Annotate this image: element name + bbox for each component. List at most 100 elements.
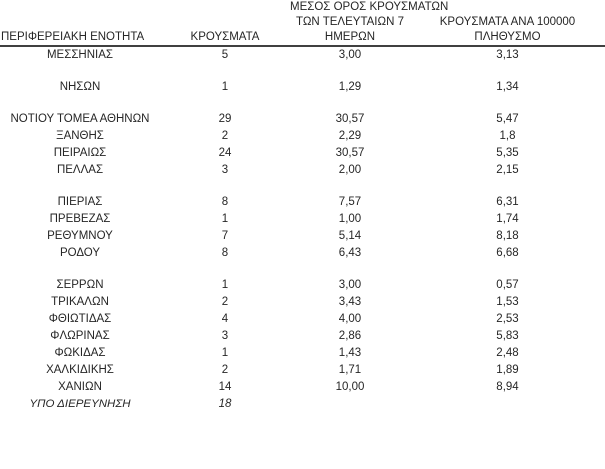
avg7-cell: 1,00 <box>338 213 362 225</box>
cases-cell: 2 <box>221 296 229 308</box>
region-cell: ΞΑΝΘΗΣ <box>56 130 104 142</box>
table-row: ΣΕΡΡΩΝ 1 3,00 0,57 <box>0 277 605 294</box>
region-cell: ΝΗΣΩΝ <box>59 81 101 93</box>
cases-cell: 14 <box>218 381 232 393</box>
header-avg-7-days: ΜΕΣΟΣ ΟΡΟΣ ΚΡΟΥΣΜΑΤΩΝ ΤΩΝ ΤΕΛΕΥΤΑΙΩΝ 7 Η… <box>290 0 448 47</box>
cases-cell: 3 <box>221 330 229 342</box>
table-row: ΡΕΘΥΜΝΟΥ 7 5,14 8,18 <box>0 228 605 245</box>
per100k-cell: 3,13 <box>496 49 519 61</box>
avg7-cell: 30,57 <box>335 113 365 125</box>
cases-cell: 4 <box>221 313 229 325</box>
per100k-cell: 5,47 <box>496 113 519 125</box>
table-row: ΡΟΔΟΥ 8 6,43 6,68 <box>0 245 605 262</box>
region-cell: ΦΛΩΡΙΝΑΣ <box>50 330 110 342</box>
table-row: ΠΙΕΡΙΑΣ 8 7,57 6,31 <box>0 194 605 211</box>
per100k-cell: 1,74 <box>496 213 519 225</box>
cases-cell: 1 <box>221 81 229 93</box>
cases-cell: 2 <box>221 130 229 142</box>
cases-cell: 8 <box>221 247 229 259</box>
avg7-cell: 2,00 <box>338 164 362 176</box>
avg7-cell <box>290 396 410 413</box>
blank-row <box>0 96 605 111</box>
per100k-cell: 1,53 <box>496 296 519 308</box>
cases-cell: 2 <box>221 364 229 376</box>
table-row: ΦΩΚΙΔΑΣ 1 1,43 2,48 <box>0 345 605 362</box>
table-row: ΜΕΣΣΗΝΙΑΣ 5 3,00 3,13 <box>0 46 605 64</box>
region-cell: ΤΡΙΚΑΛΩΝ <box>51 296 109 308</box>
blank-row <box>0 64 605 79</box>
table-row: ΠΡΕΒΕΖΑΣ 1 1,00 1,74 <box>0 211 605 228</box>
per100k-cell: 0,57 <box>496 279 519 291</box>
per100k-cell <box>410 396 605 413</box>
table-row: ΞΑΝΘΗΣ 2 2,29 1,8 <box>0 128 605 145</box>
per100k-cell: 8,18 <box>496 230 519 242</box>
avg7-cell: 4,00 <box>338 313 362 325</box>
per100k-cell: 6,31 <box>496 196 519 208</box>
table-row: ΠΕΛΛΑΣ 3 2,00 2,15 <box>0 162 605 179</box>
avg7-cell: 5,14 <box>338 230 362 242</box>
blank-row <box>0 179 605 194</box>
table-row: ΦΘΙΩΤΙΔΑΣ 4 4,00 2,53 <box>0 311 605 328</box>
region-cell: ΦΩΚΙΔΑΣ <box>54 347 106 359</box>
table-header: ΠΕΡΙΦΕΡΕΙΑΚΗ ΕΝΟΤΗΤΑ ΚΡΟΥΣΜΑΤΑ ΜΕΣΟΣ ΟΡΟ… <box>0 0 605 47</box>
cases-cell: 1 <box>221 279 229 291</box>
table-body: ΜΕΣΣΗΝΙΑΣ 5 3,00 3,13 ΝΗΣΩΝ 1 1,29 1,34 … <box>0 46 605 413</box>
region-cell: ΦΘΙΩΤΙΔΑΣ <box>48 313 112 325</box>
per100k-cell: 6,68 <box>496 247 519 259</box>
blank-row <box>0 262 605 277</box>
region-cell: ΠΡΕΒΕΖΑΣ <box>49 213 111 225</box>
avg7-cell: 10,00 <box>335 381 365 393</box>
avg7-cell: 3,00 <box>338 279 362 291</box>
cases-cell: 3 <box>221 164 229 176</box>
per100k-cell: 2,15 <box>496 164 519 176</box>
cases-cell: 5 <box>221 49 229 61</box>
avg7-cell: 30,57 <box>335 147 365 159</box>
table-row: ΧΑΛΚΙΔΙΚΗΣ 2 1,71 1,89 <box>0 362 605 379</box>
avg7-cell: 6,43 <box>338 247 362 259</box>
region-cell: ΝΟΤΙΟΥ ΤΟΜΕΑ ΑΘΗΝΩΝ <box>10 113 150 125</box>
avg7-cell: 2,29 <box>338 130 362 142</box>
cases-cell: 1 <box>221 213 229 225</box>
region-cell: ΧΑΝΙΩΝ <box>58 381 102 393</box>
region-cell: ΡΕΘΥΜΝΟΥ <box>47 230 113 242</box>
table-row: ΠΕΙΡΑΙΩΣ 24 30,57 5,35 <box>0 145 605 162</box>
avg7-cell: 3,00 <box>338 49 362 61</box>
avg7-cell: 1,29 <box>338 81 362 93</box>
cases-cell: 8 <box>221 196 229 208</box>
per100k-cell: 1,8 <box>499 130 516 142</box>
header-regional-unit: ΠΕΡΙΦΕΡΕΙΑΚΗ ΕΝΟΤΗΤΑ <box>0 0 160 47</box>
avg7-cell: 1,43 <box>338 347 362 359</box>
region-cell: ΥΠΟ ΔΙΕΡΕΥΝΗΣΗ <box>29 398 131 410</box>
cases-cell: 7 <box>221 230 229 242</box>
per100k-cell: 1,34 <box>496 81 519 93</box>
header-cases: ΚΡΟΥΣΜΑΤΑ <box>160 0 290 47</box>
region-cell: ΡΟΔΟΥ <box>59 247 101 259</box>
avg7-cell: 1,71 <box>338 364 362 376</box>
region-cell: ΣΕΡΡΩΝ <box>56 279 104 291</box>
cases-cell: 29 <box>218 113 232 125</box>
avg7-cell: 2,86 <box>338 330 362 342</box>
table-row-under-investigation: ΥΠΟ ΔΙΕΡΕΥΝΗΣΗ 18 <box>0 396 605 413</box>
per100k-cell: 2,53 <box>496 313 519 325</box>
per100k-cell: 2,48 <box>496 347 519 359</box>
per100k-cell: 1,89 <box>496 364 519 376</box>
table-row: ΦΛΩΡΙΝΑΣ 3 2,86 5,83 <box>0 328 605 345</box>
header-cases-per-100000: ΚΡΟΥΣΜΑΤΑ ΑΝΑ 100000 ΠΛΗΘΥΣΜΟ <box>410 0 605 47</box>
cases-cell: 1 <box>221 347 229 359</box>
cases-cell: 18 <box>218 398 232 410</box>
region-cell: ΠΕΙΡΑΙΩΣ <box>53 147 107 159</box>
table-row: ΤΡΙΚΑΛΩΝ 2 3,43 1,53 <box>0 294 605 311</box>
table-row: ΧΑΝΙΩΝ 14 10,00 8,94 <box>0 379 605 396</box>
table-row: ΝΟΤΙΟΥ ΤΟΜΕΑ ΑΘΗΝΩΝ 29 30,57 5,47 <box>0 111 605 128</box>
avg7-cell: 3,43 <box>338 296 362 308</box>
region-cell: ΠΕΛΛΑΣ <box>56 164 104 176</box>
per100k-cell: 5,83 <box>496 330 519 342</box>
per100k-cell: 8,94 <box>496 381 519 393</box>
regional-cases-table: ΠΕΡΙΦΕΡΕΙΑΚΗ ΕΝΟΤΗΤΑ ΚΡΟΥΣΜΑΤΑ ΜΕΣΟΣ ΟΡΟ… <box>0 0 605 413</box>
region-cell: ΠΙΕΡΙΑΣ <box>57 196 103 208</box>
per100k-cell: 5,35 <box>496 147 519 159</box>
region-cell: ΜΕΣΣΗΝΙΑΣ <box>46 49 114 61</box>
header-row: ΠΕΡΙΦΕΡΕΙΑΚΗ ΕΝΟΤΗΤΑ ΚΡΟΥΣΜΑΤΑ ΜΕΣΟΣ ΟΡΟ… <box>0 0 605 47</box>
table-row: ΝΗΣΩΝ 1 1,29 1,34 <box>0 79 605 96</box>
